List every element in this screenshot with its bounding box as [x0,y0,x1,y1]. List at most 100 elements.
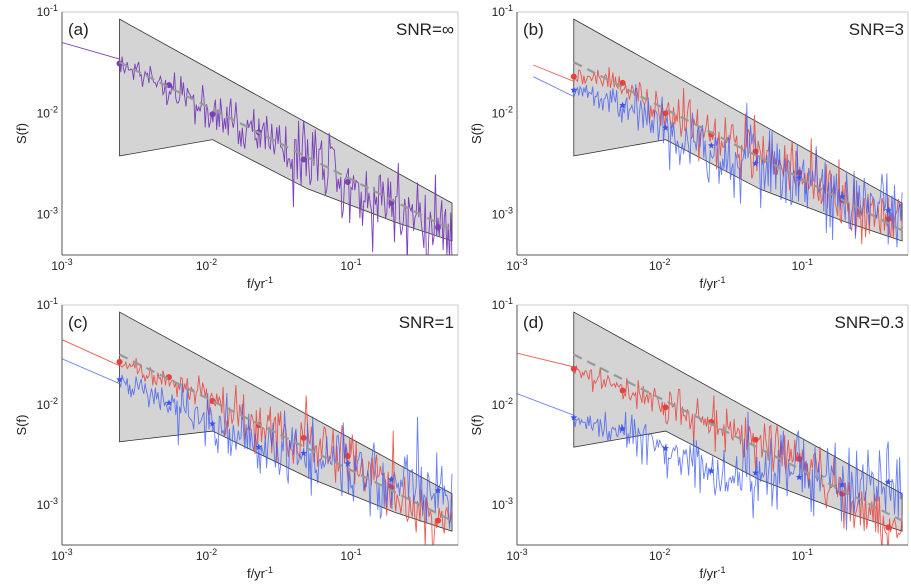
series-marker-dot [662,110,669,117]
x-tick-label: 10-2 [196,257,217,273]
series-marker-star [838,193,846,200]
series-marker-star [387,476,395,483]
y-tick-label: 10-3 [37,206,58,222]
x-axis-label: f/yr-1 [699,565,725,581]
series-marker-star [255,443,263,451]
panel-letter: (d) [523,313,544,332]
panel-d: 10-3 10-2 10-1 10-1 10-2 10-3 f/yr-1 S(f) (d) SNR… [469,296,909,581]
y-tick-label: 10-3 [37,496,58,512]
series-line-blue [517,393,903,531]
x-tick-label: 10-3 [506,547,527,563]
series-marker-dot [752,436,759,443]
series-marker-dot [209,111,216,118]
series-marker-star [434,486,442,494]
series-marker-star [300,449,308,457]
series-marker-star [619,101,627,109]
series-marker-dot [116,358,123,365]
y-tick-label: 10-2 [37,104,58,120]
series-marker-star [662,444,669,452]
series-marker-star [884,478,892,485]
series-marker-star [116,375,123,383]
y-tick-label: 10-2 [37,396,58,412]
x-tick-label: 10-2 [649,547,670,563]
series-marker-dot [344,179,351,186]
y-axis-label: S(f) [469,415,484,436]
series-marker-dot [300,434,307,441]
y-tick-label: 10-1 [37,296,58,312]
x-tick-label: 10-1 [340,257,361,273]
series-marker-star [707,142,715,149]
x-tick-label: 10-1 [792,547,813,563]
model-dashed-line [573,353,903,522]
model-dashed-line [573,61,903,232]
series-marker-dot [619,79,626,86]
series-marker-star [209,420,216,427]
series-marker-star [619,425,627,432]
series-marker-star [662,124,669,131]
panel-b: 10-3 10-2 10-1 10-1 10-2 10-3 f/yr-1 S(f) (b) SNR… [469,3,909,291]
snr-annotation: SNR=1 [399,313,454,332]
model-dashed-line [119,353,453,522]
confidence-band [573,311,903,532]
series-line-purple [62,42,453,255]
series-marker-star [165,399,173,406]
panel-letter: (b) [523,20,544,39]
series-marker-star [795,174,803,181]
series-marker-star [570,86,578,93]
series-marker-star [752,159,759,167]
x-tick-label: 10-3 [506,257,527,273]
x-axis-label: f/yr-1 [247,565,273,581]
panel-c: 10-3 10-2 10-1 10-1 10-2 10-3 f/yr-1 S(f) (c) SNR… [14,296,459,581]
series-line-blue [62,358,453,529]
series-marker-star [795,473,803,481]
y-tick-label: 10-1 [492,296,513,312]
plot-area [62,311,453,545]
snr-annotation: SNR=3 [849,20,904,39]
plot-area [62,18,453,255]
y-axis-label: S(f) [14,123,29,144]
plot-area [517,311,903,545]
y-axis-label: S(f) [14,415,29,436]
series-marker-dot [300,156,307,163]
y-tick-label: 10-1 [37,3,58,19]
y-tick-label: 10-2 [492,396,513,412]
y-tick-label: 10-1 [492,3,513,19]
panel-letter: (a) [68,20,89,39]
x-tick-label: 10-1 [340,547,361,563]
snr-annotation: SNR=0.3 [835,313,904,332]
panel-a: 10-3 10-2 10-1 10-1 10-2 10-3 f/yr-1 S(f) (a) SNR… [14,3,459,291]
series-marker-star [570,414,578,421]
series-marker-star [838,481,846,488]
model-dashed-line [119,61,453,232]
panel-letter: (c) [68,313,88,332]
series-marker-star [752,469,759,476]
x-tick-label: 10-1 [792,257,813,273]
x-tick-label: 10-3 [51,547,72,563]
plot-area [533,18,903,248]
series-marker-dot [435,517,442,524]
series-line-blue [533,76,903,248]
series-marker-star [884,206,892,214]
series-marker-dot [885,216,892,223]
series-marker-dot [344,452,351,459]
y-tick-label: 10-3 [492,496,513,512]
series-marker-dot [662,404,669,411]
series-marker-dot [885,524,892,531]
series-marker-dot [570,365,577,372]
x-tick-label: 10-3 [51,257,72,273]
x-tick-label: 10-2 [649,257,670,273]
series-marker-dot [435,224,442,231]
series-marker-dot [619,387,626,394]
series-marker-dot [570,73,577,80]
series-marker-star [344,460,352,467]
snr-annotation: SNR=∞ [396,20,454,39]
x-axis-label: f/yr-1 [699,275,725,291]
y-tick-label: 10-2 [492,104,513,120]
y-axis-label: S(f) [469,123,484,144]
y-tick-label: 10-3 [492,206,513,222]
x-axis-label: f/yr-1 [247,275,273,291]
x-tick-label: 10-2 [196,547,217,563]
confidence-band [119,311,453,532]
series-marker-star [707,467,715,474]
